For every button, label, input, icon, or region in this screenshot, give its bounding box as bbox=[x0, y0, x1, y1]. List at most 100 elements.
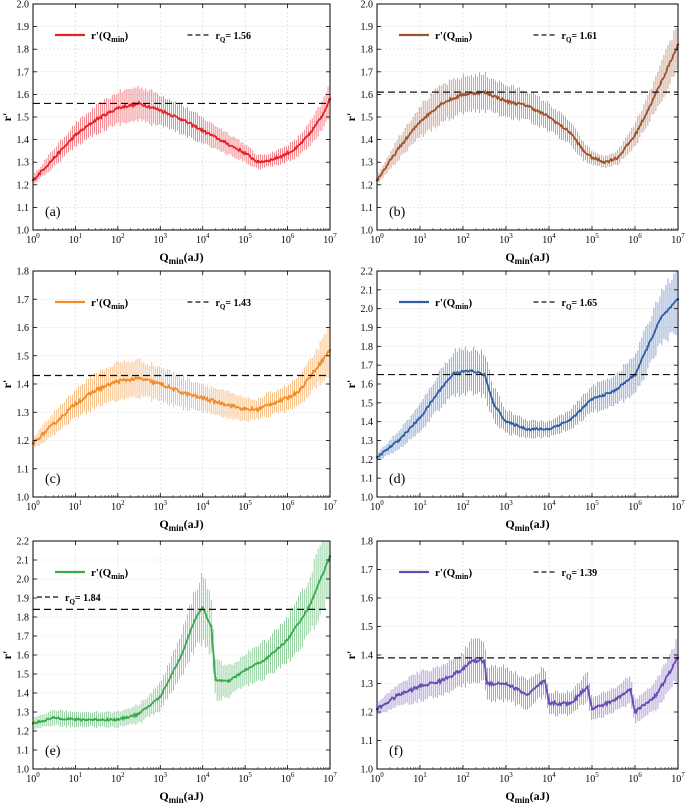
data-point bbox=[397, 693, 400, 697]
data-point bbox=[629, 688, 632, 691]
y-tick-label: 1.0 bbox=[361, 493, 374, 504]
data-point bbox=[526, 428, 529, 431]
data-point bbox=[659, 316, 662, 320]
y-tick-label: 1.4 bbox=[17, 689, 30, 700]
legend-ref-label: rQ= 1.43 bbox=[215, 298, 251, 311]
data-point bbox=[461, 93, 465, 96]
x-tick-label: 104 bbox=[542, 232, 556, 246]
data-point bbox=[483, 90, 486, 94]
y-tick-label: 1.4 bbox=[361, 651, 374, 662]
y-tick-label: 1.2 bbox=[17, 727, 30, 738]
x-tick-label: 102 bbox=[111, 499, 125, 513]
y-tick-label: 1.7 bbox=[361, 565, 374, 576]
panel-label: (c) bbox=[45, 472, 61, 487]
x-tick-label: 101 bbox=[413, 771, 427, 785]
grid bbox=[32, 3, 331, 231]
x-tick-label: 104 bbox=[196, 499, 210, 513]
y-tick-label: 2.0 bbox=[361, 304, 374, 315]
x-tick-label: 101 bbox=[69, 232, 83, 246]
y-tick-label: 1.3 bbox=[361, 679, 374, 690]
data-point bbox=[137, 377, 141, 380]
y-tick-label: 1.7 bbox=[17, 295, 30, 306]
x-tick-label: 107 bbox=[671, 771, 685, 785]
data-point bbox=[53, 716, 56, 719]
data-point bbox=[633, 133, 637, 137]
data-point bbox=[53, 422, 56, 425]
y-tick-label: 2.0 bbox=[17, 575, 30, 586]
y-tick-label: 1.6 bbox=[361, 90, 374, 101]
legend-series-label: r'(Qmin) bbox=[435, 297, 473, 311]
error-bars bbox=[376, 271, 679, 462]
panel-label: (f) bbox=[389, 744, 403, 759]
y-tick-label: 1.8 bbox=[17, 267, 30, 278]
data-point bbox=[483, 659, 486, 662]
data-point bbox=[243, 669, 247, 672]
data-point bbox=[256, 161, 260, 164]
y-tick-label: 1.6 bbox=[17, 651, 30, 662]
x-tick-label: 104 bbox=[542, 499, 556, 513]
data-point bbox=[646, 345, 650, 348]
x-tick-label: 102 bbox=[456, 232, 470, 246]
y-tick-label: 2.2 bbox=[361, 267, 374, 278]
x-tick-label: 107 bbox=[671, 232, 685, 246]
data-point bbox=[201, 396, 204, 400]
data-point bbox=[201, 606, 204, 609]
error-bars bbox=[376, 635, 679, 724]
x-tick-label: 105 bbox=[585, 232, 599, 246]
y-tick-label: 1.7 bbox=[17, 67, 30, 78]
y-tick-label: 1.5 bbox=[17, 113, 30, 124]
panel-label: (d) bbox=[389, 472, 406, 487]
data-point bbox=[286, 396, 289, 400]
x-tick-label: 101 bbox=[69, 771, 83, 785]
data-point bbox=[243, 151, 247, 155]
x-tick-label: 106 bbox=[628, 232, 642, 246]
data-point bbox=[193, 619, 196, 622]
data-point bbox=[74, 402, 77, 405]
data-point bbox=[470, 659, 473, 662]
y-tick-label: 1.4 bbox=[361, 135, 374, 146]
x-tick-label: 103 bbox=[154, 771, 168, 785]
x-axis-label: Qmin(aJ) bbox=[159, 517, 203, 533]
y-tick-label: 1.3 bbox=[361, 158, 374, 169]
panel-label: (a) bbox=[45, 205, 61, 220]
y-tick-label: 1.4 bbox=[361, 417, 374, 428]
y-tick-label: 2.1 bbox=[361, 285, 374, 296]
y-tick-label: 1.5 bbox=[361, 622, 374, 633]
data-point bbox=[269, 402, 272, 405]
x-tick-label: 103 bbox=[499, 499, 513, 513]
y-tick-label: 2.1 bbox=[17, 556, 30, 567]
legend-ref-label: rQ= 1.61 bbox=[562, 31, 598, 44]
y-tick-label: 1.1 bbox=[361, 736, 374, 747]
legend-ref-label: rQ= 1.65 bbox=[562, 298, 598, 311]
y-tick-label: 1.2 bbox=[361, 455, 374, 466]
data-point bbox=[616, 156, 619, 159]
data-point bbox=[214, 678, 217, 681]
data-point bbox=[612, 390, 615, 393]
legend-series-label: r'(Qmin) bbox=[435, 567, 473, 581]
x-tick-label: 105 bbox=[238, 232, 252, 246]
y-tick-label: 1.1 bbox=[361, 474, 374, 485]
data-point bbox=[440, 102, 443, 105]
x-tick-label: 103 bbox=[499, 771, 513, 785]
x-tick-label: 105 bbox=[585, 771, 599, 785]
data-point bbox=[320, 115, 323, 119]
data-point bbox=[53, 156, 56, 159]
y-tick-label: 1.6 bbox=[361, 594, 374, 605]
y-tick-label: 1.2 bbox=[361, 708, 374, 719]
data-point bbox=[286, 638, 289, 641]
data-point bbox=[483, 373, 486, 376]
y-tick-label: 1.0 bbox=[17, 765, 30, 776]
data-point bbox=[526, 104, 529, 107]
data-point bbox=[491, 401, 495, 405]
series-line bbox=[32, 97, 331, 181]
data-point bbox=[95, 718, 98, 721]
data-point bbox=[243, 408, 247, 411]
chart-panel-2: 1.0 1.1 1.2 1.3 1.4 1.5 1.6 1.7 1.8 100 101 102 103 1… bbox=[0, 267, 337, 534]
grid bbox=[376, 540, 679, 770]
x-tick-label: 100 bbox=[370, 771, 384, 785]
y-tick-label: 1.7 bbox=[361, 361, 374, 372]
data-point bbox=[180, 118, 183, 121]
data-point bbox=[582, 149, 585, 153]
x-tick-label: 100 bbox=[370, 232, 384, 246]
data-point bbox=[74, 133, 77, 137]
